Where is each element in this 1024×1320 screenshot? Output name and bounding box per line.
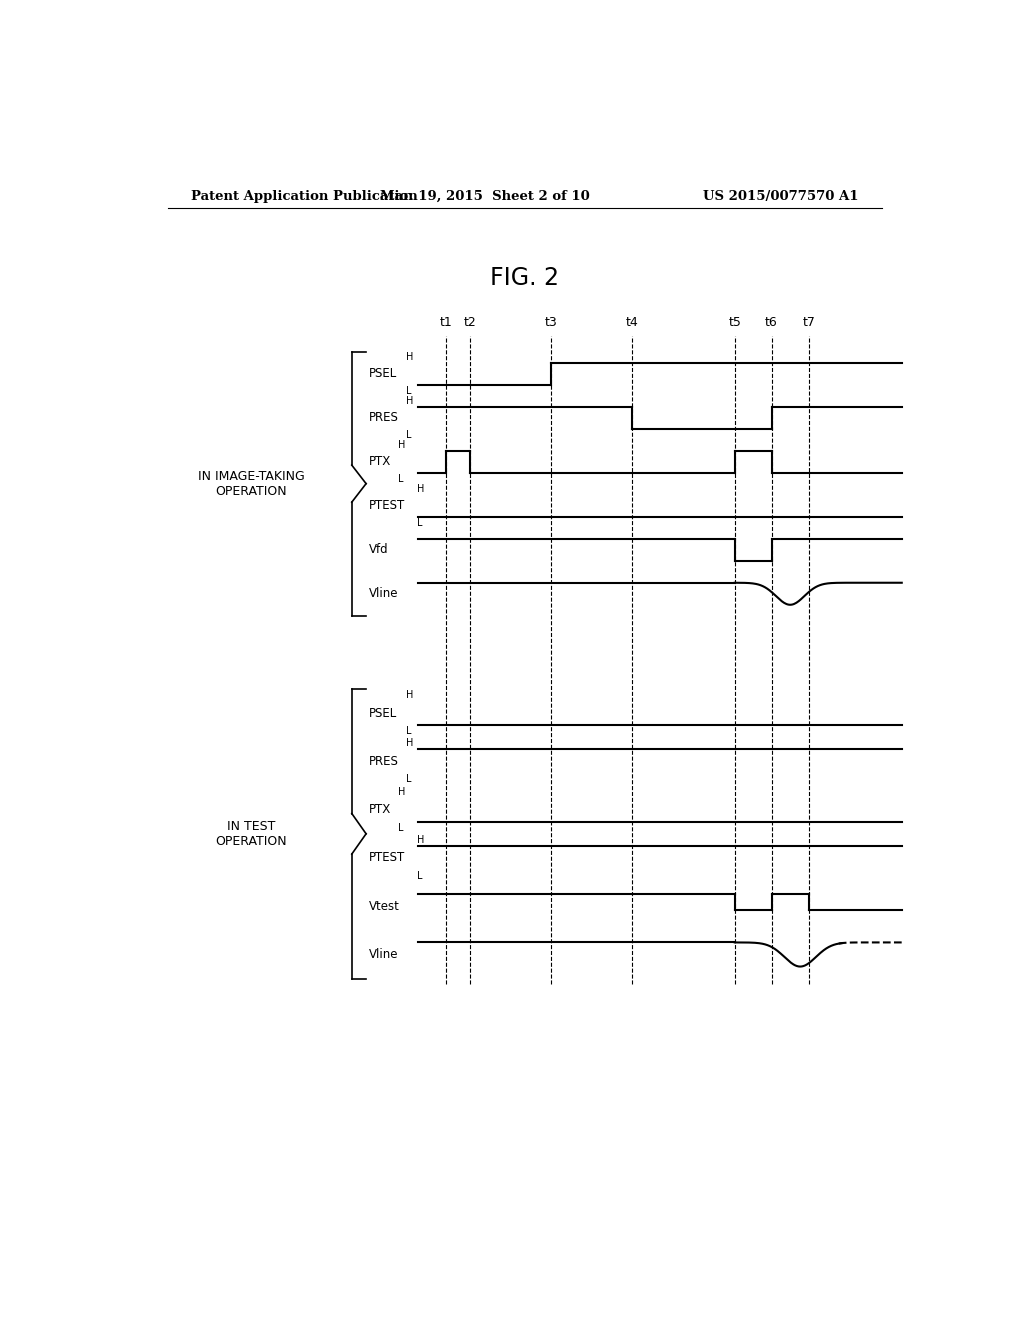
Text: PTX: PTX [370, 455, 391, 469]
Text: PSEL: PSEL [370, 706, 397, 719]
Text: H: H [417, 834, 424, 845]
Text: t3: t3 [545, 317, 558, 329]
Text: H: H [397, 787, 406, 796]
Text: Mar. 19, 2015  Sheet 2 of 10: Mar. 19, 2015 Sheet 2 of 10 [380, 190, 590, 202]
Text: H: H [406, 351, 413, 362]
Text: t1: t1 [439, 317, 453, 329]
Text: Vline: Vline [370, 948, 398, 961]
Text: t2: t2 [464, 317, 476, 329]
Text: IN IMAGE-TAKING
OPERATION: IN IMAGE-TAKING OPERATION [198, 470, 304, 498]
Text: L: L [397, 822, 403, 833]
Text: L: L [417, 517, 422, 528]
Text: PTX: PTX [370, 803, 391, 816]
Text: PTEST: PTEST [370, 499, 406, 512]
Text: Vtest: Vtest [370, 900, 400, 912]
Text: t5: t5 [728, 317, 741, 329]
Text: L: L [406, 726, 412, 737]
Text: L: L [406, 429, 412, 440]
Text: FIG. 2: FIG. 2 [490, 267, 559, 290]
Text: H: H [417, 483, 424, 494]
Text: t6: t6 [765, 317, 778, 329]
Text: L: L [417, 871, 422, 880]
Text: PRES: PRES [370, 411, 399, 424]
Text: t4: t4 [626, 317, 639, 329]
Text: L: L [406, 775, 412, 784]
Text: H: H [406, 396, 413, 405]
Text: US 2015/0077570 A1: US 2015/0077570 A1 [702, 190, 858, 202]
Text: PTEST: PTEST [370, 851, 406, 865]
Text: IN TEST
OPERATION: IN TEST OPERATION [215, 820, 287, 847]
Text: Patent Application Publication: Patent Application Publication [191, 190, 418, 202]
Text: H: H [406, 738, 413, 748]
Text: H: H [397, 440, 406, 450]
Text: L: L [397, 474, 403, 483]
Text: L: L [406, 385, 412, 396]
Text: t7: t7 [803, 317, 815, 329]
Text: PSEL: PSEL [370, 367, 397, 380]
Text: Vfd: Vfd [370, 544, 389, 556]
Text: Vline: Vline [370, 587, 398, 601]
Text: PRES: PRES [370, 755, 399, 768]
Text: H: H [406, 690, 413, 700]
